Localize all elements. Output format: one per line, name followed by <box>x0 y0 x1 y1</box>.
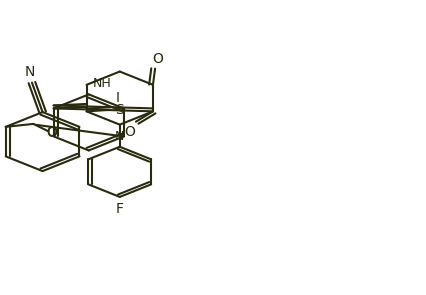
Text: N: N <box>115 130 124 143</box>
Text: S: S <box>115 103 124 117</box>
Text: NH: NH <box>93 77 112 90</box>
Text: O: O <box>124 124 135 139</box>
Text: F: F <box>116 202 124 216</box>
Text: O: O <box>152 52 163 65</box>
Text: O: O <box>46 125 57 139</box>
Text: I: I <box>115 91 119 105</box>
Text: N: N <box>25 65 35 79</box>
Text: O: O <box>46 126 57 140</box>
